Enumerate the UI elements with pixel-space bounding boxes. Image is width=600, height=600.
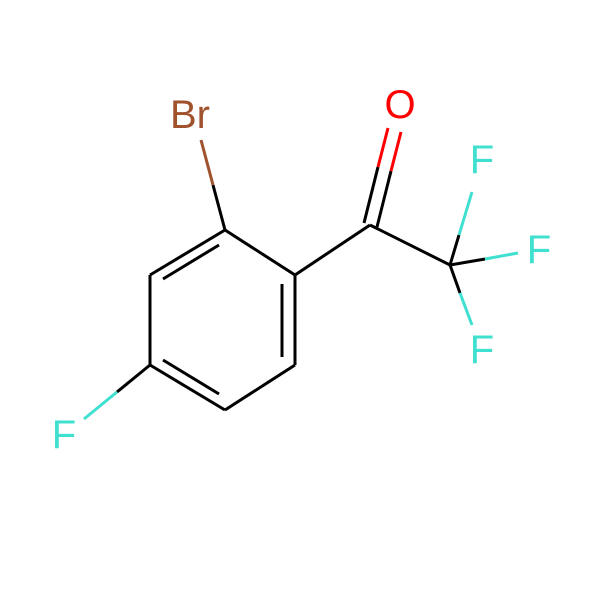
bond-c-f: [117, 365, 150, 392]
bond-c-br: [213, 185, 225, 230]
molecule-diagram: Br O F F F F: [0, 0, 600, 600]
bond-c-c: [295, 225, 370, 275]
bond-c-f: [450, 259, 485, 265]
bond-c-f: [485, 253, 518, 259]
bond-c-o: [377, 171, 391, 227]
bond-c-f: [84, 392, 117, 419]
bond-c-f: [450, 265, 460, 293]
ring-bond: [150, 365, 225, 410]
bond-c-br: [201, 140, 213, 185]
atom-f2: F: [527, 228, 551, 272]
bond-c-f: [460, 293, 472, 325]
bond-c-o: [378, 128, 388, 167]
ring-bond: [225, 230, 295, 275]
bond-c-c: [370, 225, 450, 265]
ring-bond: [225, 365, 295, 410]
atom-f4: F: [52, 413, 76, 457]
atom-f1: F: [470, 138, 494, 182]
bond-c-o: [391, 132, 401, 171]
bond-c-f: [450, 235, 459, 265]
bond-c-o: [364, 167, 378, 223]
atom-br: Br: [170, 93, 210, 137]
atom-f3: F: [470, 328, 494, 372]
bond-c-f: [459, 192, 472, 235]
ring-bond: [150, 230, 225, 275]
atom-o: O: [384, 83, 415, 127]
